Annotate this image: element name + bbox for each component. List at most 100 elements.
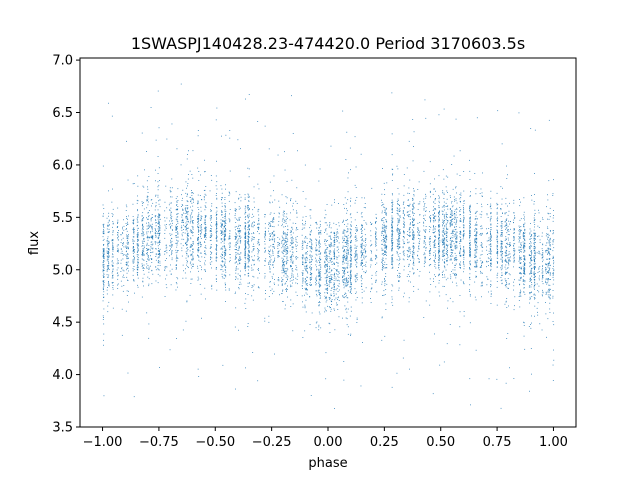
data-point bbox=[320, 268, 321, 270]
data-point bbox=[346, 254, 348, 256]
data-point bbox=[327, 257, 328, 259]
data-point bbox=[381, 317, 383, 319]
data-point bbox=[180, 243, 182, 245]
data-point bbox=[198, 241, 200, 243]
data-point bbox=[199, 195, 201, 196]
data-point bbox=[342, 280, 344, 282]
data-point bbox=[402, 258, 404, 260]
data-point bbox=[289, 232, 291, 233]
data-point bbox=[146, 236, 148, 238]
data-point bbox=[375, 222, 376, 223]
data-point bbox=[399, 246, 401, 248]
data-point bbox=[215, 224, 217, 226]
data-point bbox=[302, 216, 304, 218]
data-point bbox=[182, 209, 184, 211]
data-point bbox=[221, 135, 222, 137]
data-point bbox=[319, 243, 321, 245]
data-point bbox=[361, 251, 362, 253]
data-point bbox=[127, 265, 129, 267]
data-point bbox=[225, 228, 227, 230]
data-point bbox=[187, 211, 189, 213]
data-point bbox=[148, 222, 150, 224]
data-point bbox=[146, 207, 148, 209]
data-point bbox=[198, 219, 200, 221]
data-point bbox=[337, 291, 339, 292]
data-point bbox=[102, 275, 104, 277]
data-point bbox=[220, 264, 222, 266]
data-point bbox=[108, 274, 110, 276]
data-point bbox=[248, 196, 250, 198]
data-point bbox=[269, 267, 271, 269]
data-point bbox=[409, 236, 411, 237]
data-point bbox=[305, 299, 307, 301]
data-point bbox=[418, 248, 420, 250]
data-point bbox=[235, 237, 236, 239]
data-point bbox=[408, 187, 410, 189]
data-point bbox=[282, 289, 284, 291]
data-point bbox=[346, 256, 348, 258]
data-point bbox=[315, 249, 317, 251]
data-point bbox=[125, 210, 127, 211]
data-point bbox=[413, 146, 414, 147]
data-point bbox=[283, 230, 284, 232]
data-point bbox=[204, 205, 206, 207]
data-point bbox=[189, 214, 191, 216]
data-point bbox=[319, 264, 321, 265]
data-point bbox=[272, 246, 274, 248]
data-point bbox=[346, 297, 348, 299]
data-point bbox=[137, 238, 139, 240]
data-point bbox=[371, 224, 372, 225]
data-point bbox=[304, 307, 306, 309]
data-point bbox=[165, 226, 167, 228]
data-point bbox=[335, 279, 337, 281]
data-point bbox=[412, 160, 414, 162]
data-point bbox=[354, 279, 356, 281]
data-point bbox=[413, 242, 415, 244]
data-point bbox=[277, 252, 279, 254]
data-point bbox=[164, 233, 166, 234]
data-point bbox=[252, 269, 254, 271]
data-point bbox=[137, 243, 139, 245]
data-point bbox=[201, 269, 202, 271]
data-point bbox=[319, 261, 320, 263]
data-point bbox=[225, 286, 226, 288]
data-point bbox=[329, 223, 331, 225]
data-point bbox=[264, 214, 266, 215]
data-point bbox=[253, 201, 255, 203]
data-point bbox=[331, 299, 333, 300]
data-point bbox=[157, 241, 159, 243]
data-point bbox=[325, 249, 326, 251]
data-point bbox=[385, 309, 387, 310]
data-point bbox=[193, 243, 194, 245]
data-point bbox=[247, 294, 249, 295]
data-point bbox=[289, 245, 291, 246]
data-point bbox=[343, 204, 345, 205]
data-point bbox=[111, 256, 113, 258]
data-point bbox=[239, 231, 241, 233]
data-point bbox=[158, 231, 159, 232]
data-point bbox=[107, 305, 109, 307]
data-point bbox=[382, 259, 384, 261]
data-point bbox=[136, 243, 138, 245]
data-point bbox=[311, 229, 312, 231]
data-point bbox=[337, 256, 339, 258]
data-point bbox=[146, 217, 147, 219]
data-point bbox=[181, 194, 182, 196]
data-point bbox=[197, 214, 199, 216]
data-point bbox=[409, 249, 411, 250]
data-point bbox=[210, 228, 212, 229]
data-point bbox=[342, 267, 344, 269]
data-point bbox=[397, 214, 399, 216]
data-point bbox=[166, 246, 168, 248]
data-point bbox=[408, 247, 410, 249]
data-point bbox=[235, 238, 237, 240]
data-point bbox=[318, 326, 320, 328]
data-point bbox=[151, 228, 153, 230]
data-point bbox=[392, 194, 393, 196]
data-point bbox=[112, 230, 114, 232]
data-point bbox=[126, 272, 128, 274]
data-point bbox=[336, 302, 337, 304]
data-point bbox=[282, 262, 284, 264]
data-point bbox=[148, 176, 150, 177]
data-point bbox=[221, 214, 222, 216]
